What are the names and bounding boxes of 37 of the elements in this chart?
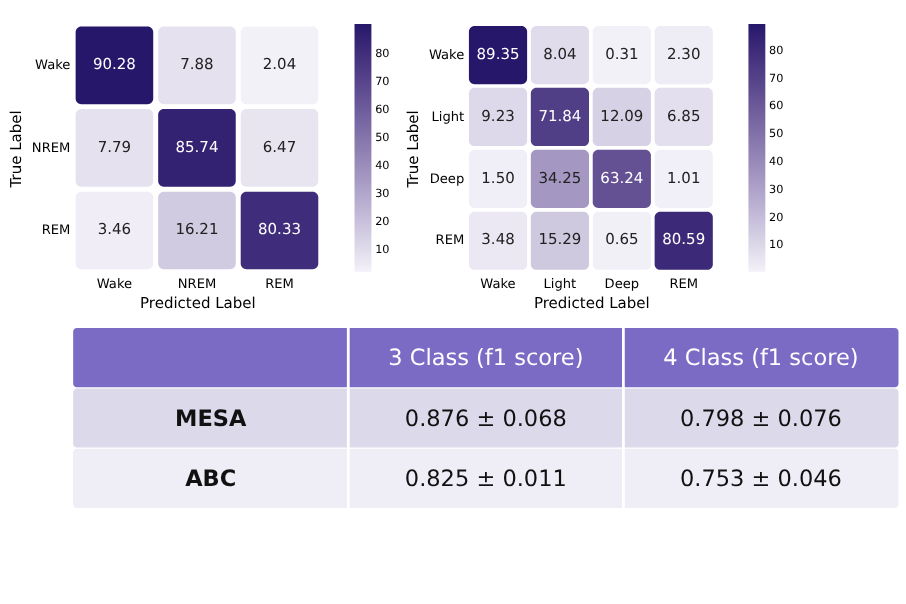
data-label: 2.04 <box>262 55 297 74</box>
data-label: 80.59 <box>662 230 706 249</box>
text: 0.798 ± 0.076 <box>679 405 842 432</box>
data-label: 71.84 <box>538 106 582 125</box>
data-label: 80.33 <box>258 220 302 239</box>
data-label: 0.31 <box>605 44 639 63</box>
data-label: 7.88 <box>180 55 215 74</box>
text: 0.825 ± 0.011 <box>404 465 567 492</box>
category-label: ABC <box>185 465 237 492</box>
y-axis-title: True Label <box>6 110 25 190</box>
text: 0.753 ± 0.046 <box>679 465 842 492</box>
data-label: 34.25 <box>538 168 582 187</box>
data-label: 12.09 <box>600 106 644 125</box>
data-label: 7.79 <box>97 137 132 156</box>
category-label: 3 Class (f1 score) <box>388 345 584 372</box>
data-label: 2.30 <box>667 44 701 63</box>
data-label: 8.04 <box>543 44 578 63</box>
data-label: 0.65 <box>605 230 639 249</box>
x-axis-title: Predicted Label <box>140 294 256 313</box>
data-label: 16.21 <box>175 220 219 239</box>
data-label: 89.35 <box>476 44 520 63</box>
data-label: 15.29 <box>538 230 582 249</box>
category-label: 4 Class (f1 score) <box>663 345 859 372</box>
data-label: 90.28 <box>92 55 137 74</box>
data-label: 9.23 <box>481 106 516 125</box>
data-label: 1.01 <box>667 168 701 187</box>
data-label: 1.50 <box>481 168 516 187</box>
data-label: 3.46 <box>97 220 132 239</box>
data-label: 63.24 <box>600 168 644 187</box>
data-label: 6.85 <box>667 106 701 125</box>
data-label: 6.47 <box>262 137 297 156</box>
y-axis-title: True Label <box>403 110 422 190</box>
text: 0.876 ± 0.068 <box>404 405 567 432</box>
data-label: 85.74 <box>175 137 219 156</box>
data-label: 3.48 <box>481 230 516 249</box>
category-label: MESA <box>175 405 247 432</box>
x-axis-title: Predicted Label <box>533 294 650 313</box>
